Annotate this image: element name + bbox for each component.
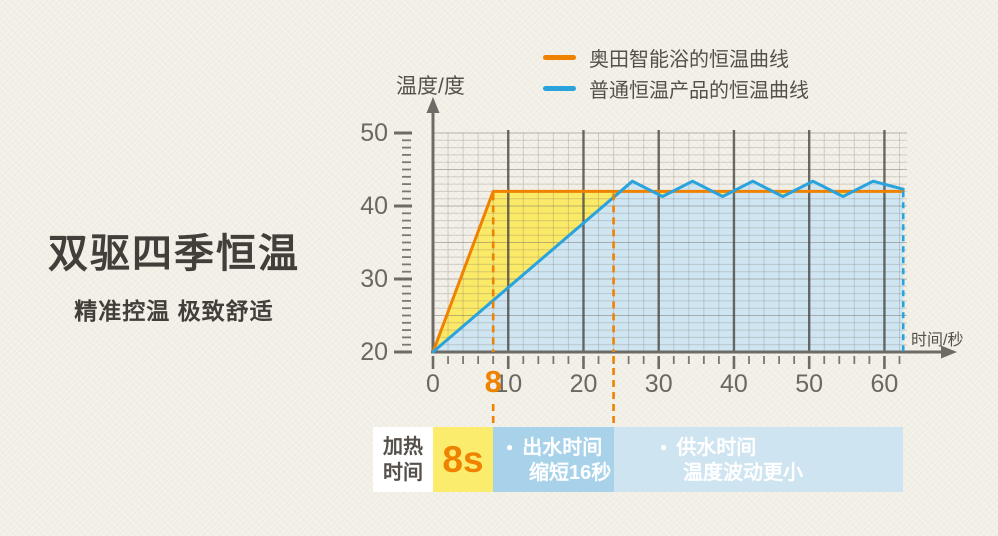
supply-info-line1: 供水时间 (676, 437, 757, 459)
legend-label-smart: 奥田智能浴的恒温曲线 (589, 48, 789, 71)
legend-label-ordinary: 普通恒温产品的恒温曲线 (589, 79, 809, 102)
heating-time-value-box: 8s (433, 427, 493, 492)
x-tick-label: 10 (494, 370, 523, 398)
headline: 双驱四季恒温 精准控温 极致舒适 (28, 221, 320, 326)
x-tick-label: 20 (569, 370, 598, 398)
legend: 奥田智能浴的恒温曲线 普通恒温产品的恒温曲线 (543, 45, 809, 107)
footer-bar: 加热 时间 8s ● 出水时间 缩短16秒 ● 供水时间 温度波动更小 (373, 427, 903, 492)
legend-item-ordinary: 普通恒温产品的恒温曲线 (543, 76, 809, 102)
x-tick-label-highlight: 8 (484, 364, 502, 399)
heating-time-value: 8s (442, 439, 484, 480)
x-tick-label: 60 (870, 370, 899, 398)
legend-item-smart: 奥田智能浴的恒温曲线 (543, 45, 809, 71)
outlet-info-line2: 缩短16秒 (529, 462, 612, 484)
legend-swatch-ordinary-line-icon (543, 85, 576, 91)
x-tick-label: 0 (426, 370, 440, 398)
heating-time-label-line1: 加热 (383, 436, 423, 458)
x-tick-label: 30 (644, 370, 673, 398)
supply-time-info-box: ● 供水时间 温度波动更小 (614, 427, 903, 492)
page-subtitle: 精准控温 极致舒适 (74, 298, 274, 324)
x-tick-label: 40 (720, 370, 748, 398)
outlet-info-line1: 出水时间 (522, 437, 603, 459)
y-tick-label: 40 (360, 192, 388, 220)
page-title: 双驱四季恒温 (48, 232, 300, 276)
x-axis-title: 时间/秒 (911, 332, 964, 349)
heating-time-label-box: 加热 时间 (373, 427, 433, 492)
y-tick-label: 20 (360, 338, 388, 366)
bullet-icon: ● (506, 440, 514, 454)
heating-time-label-line2: 时间 (383, 462, 423, 484)
outlet-time-info-box: ● 出水时间 缩短16秒 (493, 427, 614, 492)
bullet-icon: ● (660, 440, 668, 454)
y-axis-title: 温度/度 (396, 75, 465, 98)
legend-swatch-smart-line-icon (543, 54, 576, 60)
supply-info-line2: 温度波动更小 (683, 462, 803, 484)
x-tick-label: 50 (795, 370, 824, 398)
y-tick-label: 30 (360, 265, 388, 293)
y-tick-label: 50 (360, 119, 388, 147)
